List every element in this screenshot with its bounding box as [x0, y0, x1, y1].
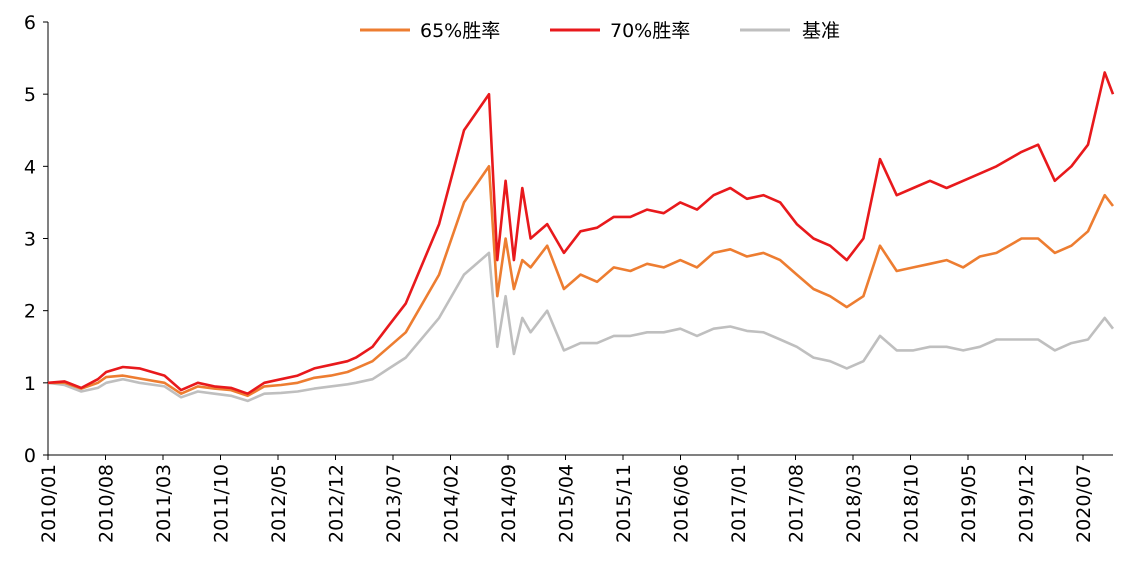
- x-tick-label: 2014/02: [441, 464, 463, 543]
- x-tick-label: 2010/08: [96, 464, 118, 543]
- x-tick-label: 2018/03: [843, 464, 865, 543]
- legend-label-65: 65%胜率: [420, 20, 500, 42]
- series-line-2: [47, 251, 1115, 403]
- x-tick-label: 2017/08: [786, 464, 808, 543]
- x-tick-label: 2012/05: [268, 464, 290, 543]
- legend: 65%胜率 70%胜率 基准: [360, 20, 840, 42]
- legend-item-70: 70%胜率: [550, 20, 690, 42]
- x-tick-label: 2020/07: [1073, 464, 1095, 543]
- y-tick-label: 4: [24, 156, 36, 178]
- x-tick-label: 2019/12: [1016, 464, 1038, 543]
- x-tick-label: 2011/03: [153, 464, 175, 543]
- legend-item-65: 65%胜率: [360, 20, 500, 42]
- x-tick-label: 2016/06: [671, 464, 693, 543]
- y-tick-label: 6: [24, 12, 36, 34]
- legend-label-benchmark: 基准: [802, 20, 840, 42]
- x-tick-label: 2015/11: [613, 464, 635, 543]
- series-lines: [47, 71, 1115, 403]
- x-tick-label: 2017/01: [728, 464, 750, 543]
- y-tick-label: 2: [24, 301, 36, 323]
- axes: 0 1 2 3 4 5 6 2010/01 2010/08 2011/03 2011/10 2012/…: [24, 12, 1113, 543]
- series-line-1: [47, 71, 1115, 396]
- y-tick-label: 5: [24, 84, 36, 106]
- y-tick-label: 3: [24, 229, 36, 251]
- x-tick-label: 2012/12: [326, 464, 348, 543]
- x-tick-label: 2015/04: [556, 464, 578, 543]
- y-tick-label: 0: [24, 445, 36, 467]
- y-tick-label: 1: [24, 373, 36, 395]
- x-tick-label: 2019/05: [958, 464, 980, 543]
- series-line-0: [48, 165, 1115, 398]
- x-tick-label: 2018/10: [901, 464, 923, 543]
- legend-item-benchmark: 基准: [740, 20, 840, 42]
- x-tick-label: 2013/07: [383, 464, 405, 543]
- x-tick-label: 2014/09: [498, 464, 520, 543]
- x-tick-label: 2011/10: [211, 464, 233, 543]
- legend-label-70: 70%胜率: [610, 20, 690, 42]
- x-tick-label: 2010/01: [38, 464, 60, 543]
